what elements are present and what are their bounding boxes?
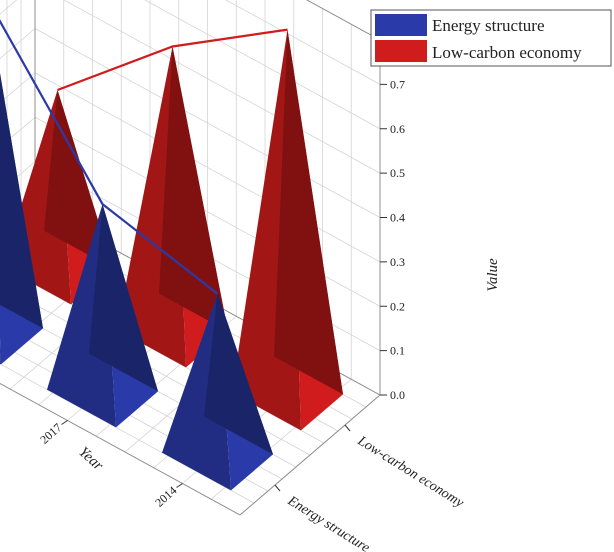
pyramid-mark [0,73,43,365]
z-tick-label: 0.5 [390,166,405,180]
legend-swatch-energy [375,14,427,36]
year-tick-label: 2017 [37,420,64,446]
z-tick-label: 0.7 [390,77,405,91]
year-tick-label: 2014 [152,483,179,509]
category-tick-label: Energy structure [284,493,372,552]
category-tick-label: Low-carbon economy [354,433,467,511]
pyramid-mark [232,29,343,431]
z-tick-label: 0.4 [390,211,405,225]
pyramid-mark [117,46,228,368]
legend-swatch-lowcarbon [375,40,427,62]
z-tick-label: 0.2 [390,299,405,313]
z-tick-label: 0.0 [390,388,405,402]
legend-label-energy: Energy structure [432,16,545,35]
series-line [57,28,288,92]
year-axis-title: Year [75,444,106,474]
z-axis-title: Value [485,258,501,292]
z-tick-label: 0.6 [390,122,405,136]
z-tick-label: 0.1 [390,344,405,358]
pyramid-mark [47,204,158,428]
series-line [0,19,219,295]
chart-marks [0,19,343,491]
z-tick-label: 0.3 [390,255,405,269]
pyramid-mark [162,293,273,491]
legend: Energy structure Low-carbon economy [370,9,612,67]
legend-label-lowcarbon: Low-carbon economy [432,43,582,62]
